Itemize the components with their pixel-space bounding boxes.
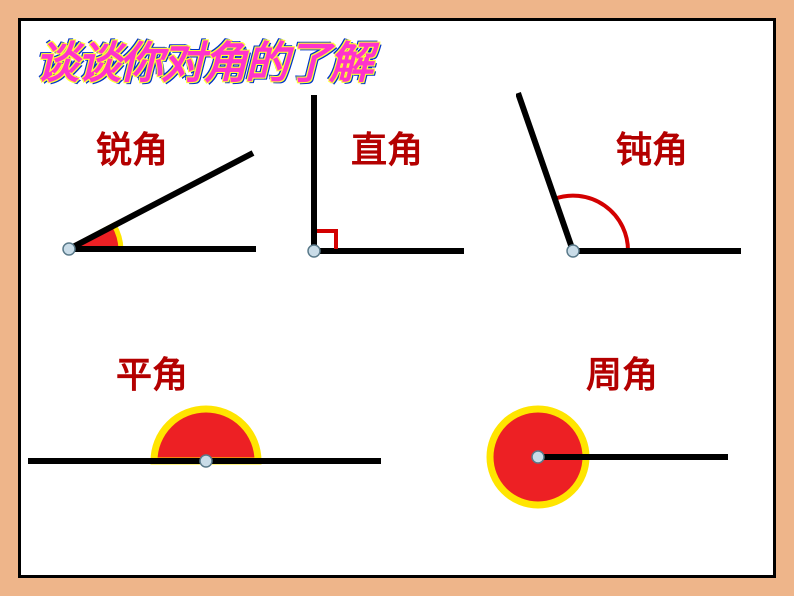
diagram-straight xyxy=(26,383,386,483)
diagram-obtuse xyxy=(516,91,746,266)
diagram-right xyxy=(306,93,476,263)
slide-title: 谈谈你对角的了解 xyxy=(35,27,371,91)
diagram-acute xyxy=(61,131,261,261)
slide-canvas: 谈谈你对角的了解 锐角 直角 钝角 平角 周角 xyxy=(18,18,776,578)
diagram-full xyxy=(476,389,736,519)
